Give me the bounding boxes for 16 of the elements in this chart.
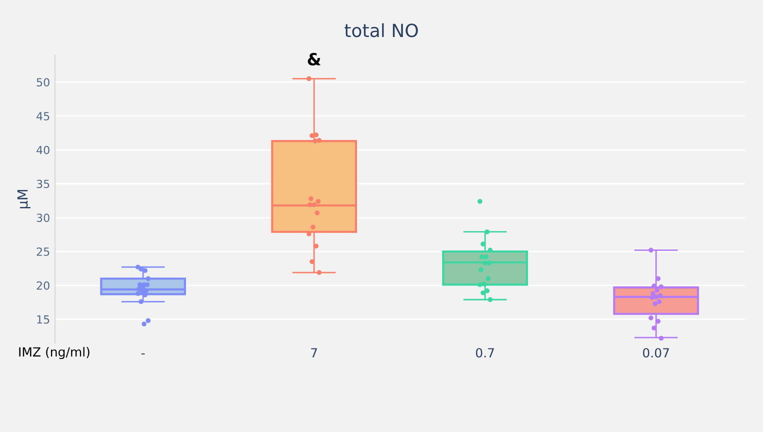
y-tick-label: 25 (36, 247, 50, 256)
y-tick-label: 15 (37, 315, 50, 324)
x-tick-label: 7 (311, 348, 317, 358)
x-tick-label: 0.07 (642, 348, 669, 358)
y-axis-title: µM (17, 190, 30, 208)
y-tick-label: 50 (36, 78, 50, 86)
y-tick-label: 20 (36, 281, 50, 290)
y-tick-label: 30 (36, 214, 50, 222)
y-tick-label: 40 (36, 146, 50, 154)
x-tick-label: - (141, 353, 145, 354)
y-tick-label: 35 (36, 180, 50, 188)
x-tick-label: 0.7 (476, 348, 494, 358)
y-tick-label: 45 (36, 112, 50, 120)
chart-title: total NO (344, 23, 418, 38)
annotation: & (308, 52, 321, 66)
text: IMZ (ng/ml) (19, 346, 90, 360)
